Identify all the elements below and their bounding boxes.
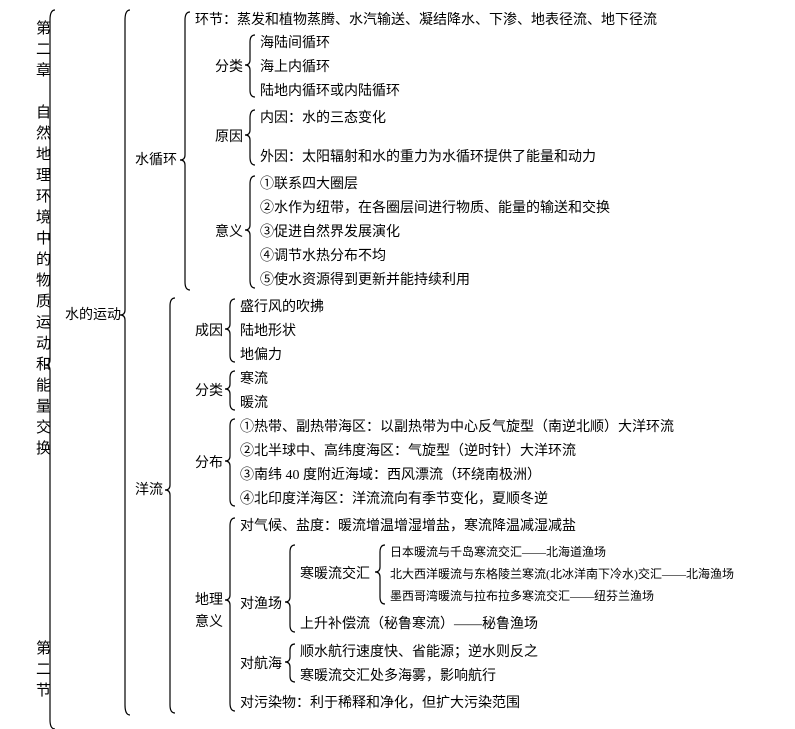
- brace-layer: [0, 0, 795, 729]
